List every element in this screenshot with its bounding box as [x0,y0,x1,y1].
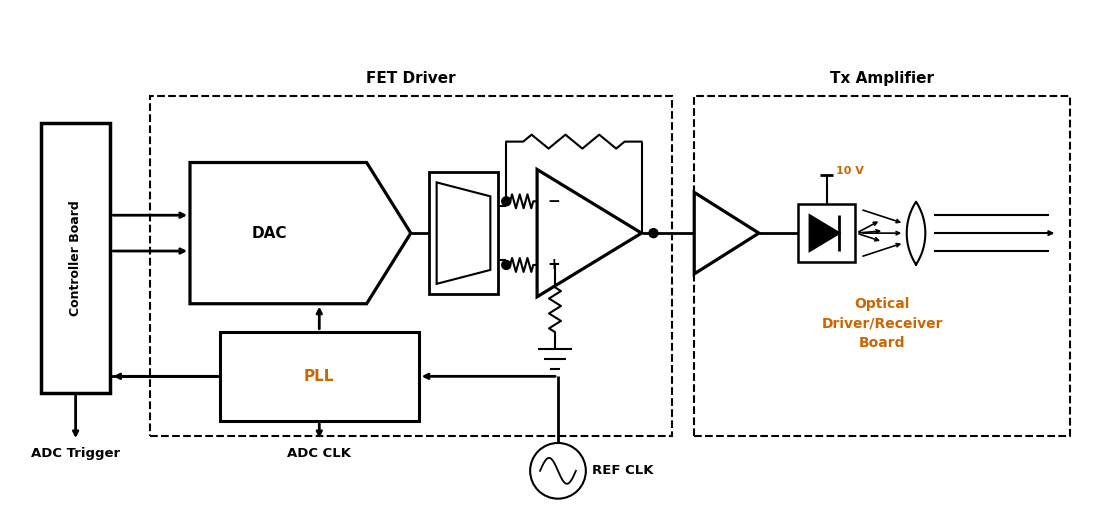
Circle shape [531,443,586,499]
Circle shape [649,229,658,238]
Text: +: + [547,258,559,272]
Text: DAC: DAC [252,226,287,241]
FancyBboxPatch shape [41,123,110,393]
Polygon shape [537,169,642,297]
FancyBboxPatch shape [798,204,856,262]
Circle shape [502,197,511,206]
Text: PLL: PLL [304,369,334,384]
FancyBboxPatch shape [220,332,418,421]
Polygon shape [907,202,926,265]
Text: ADC Trigger: ADC Trigger [31,447,120,460]
Text: ADC CLK: ADC CLK [287,447,351,460]
Text: Tx Amplifier: Tx Amplifier [830,71,935,86]
FancyBboxPatch shape [428,173,498,294]
Text: −: − [547,194,559,209]
Polygon shape [694,193,759,274]
Circle shape [502,261,511,269]
Text: Controller Board: Controller Board [69,200,82,316]
Text: REF CLK: REF CLK [592,464,654,477]
Polygon shape [809,215,839,251]
Polygon shape [190,162,411,304]
Text: Optical
Driver/Receiver
Board: Optical Driver/Receiver Board [821,297,944,350]
Polygon shape [436,182,491,284]
Text: 10 V: 10 V [837,166,865,177]
Text: FET Driver: FET Driver [366,71,456,86]
